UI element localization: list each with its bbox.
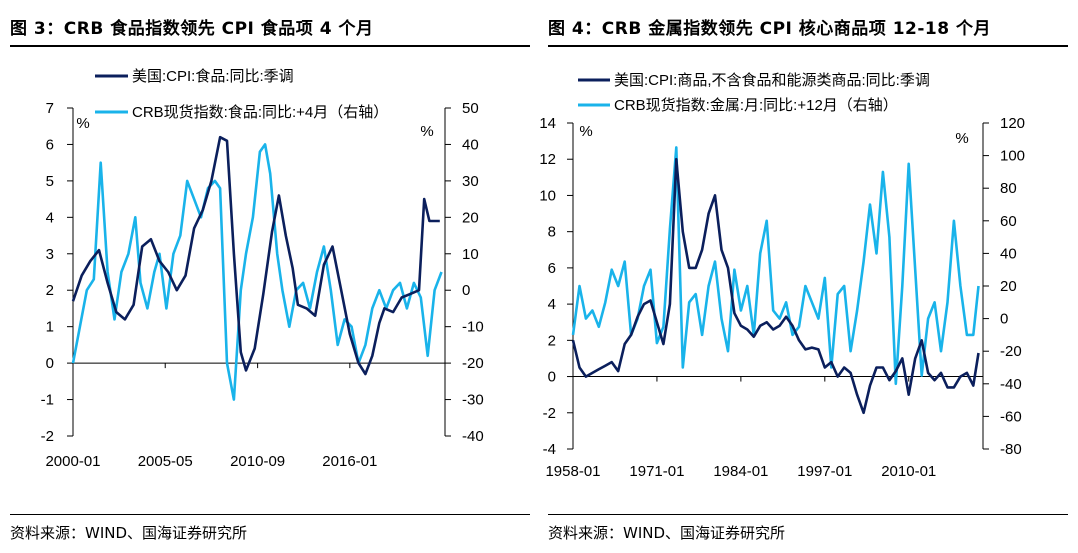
fig4-x-tick-label: 2010-01 [881, 463, 936, 480]
fig3-series-cpi-line [71, 135, 440, 376]
fig3-x-tick-label: 2000-01 [45, 453, 100, 470]
figure-3-source: 资料来源：WIND、国海证券研究所 [10, 524, 248, 542]
figure-4-source: 资料来源：WIND、国海证券研究所 [548, 524, 786, 542]
fig3-legend-label-0: 美国:CPI:食品:同比:季调 [132, 68, 294, 85]
fig4-left-tick-label: 14 [539, 115, 556, 132]
fig3-right-tick-label: -20 [462, 355, 484, 372]
fig4-right-tick-label: -80 [1000, 441, 1022, 458]
fig4-left-tick-label: -2 [543, 405, 556, 422]
fig4-x-tick-label: 1984-01 [713, 463, 768, 480]
fig3-left-tick-label: 7 [46, 100, 54, 117]
fig4-x-tick-label: 1971-01 [629, 463, 684, 480]
fig3-x-tick-label: 2010-09 [230, 453, 285, 470]
fig4-left-tick-label: 12 [539, 151, 556, 168]
fig4-legend-label-0: 美国:CPI:商品,不含食品和能源类商品:同比:季调 [614, 72, 930, 89]
figure-4-source-rule [548, 514, 1068, 515]
fig4-right-tick-label: -40 [1000, 376, 1022, 393]
figure-3-title-rule [10, 45, 530, 47]
fig4-left-unit: % [579, 123, 592, 140]
fig3-right-tick-label: 20 [462, 209, 479, 226]
fig4-right-tick-label: -20 [1000, 343, 1022, 360]
fig4-series-crb-line [571, 146, 980, 386]
fig3-x-tick-label: 2016-01 [322, 453, 377, 470]
fig3-left-tick-label: -2 [41, 428, 54, 445]
fig3-left-tick-label: 5 [46, 173, 54, 190]
fig4-left-tick-label: 0 [548, 369, 556, 386]
fig4-right-tick-label: 40 [1000, 245, 1017, 262]
figure-3-title: 图 3：CRB 食品指数领先 CPI 食品项 4 个月 [10, 19, 374, 39]
fig4-left-tick-label: 2 [548, 332, 556, 349]
fig4-left-tick-label: 8 [548, 224, 556, 241]
figure-4-title-rule [548, 45, 1068, 47]
fig4-right-tick-label: 0 [1000, 311, 1008, 328]
fig3-left-tick-label: -1 [41, 392, 54, 409]
fig4-right-tick-label: 120 [1000, 115, 1025, 132]
fig3-right-tick-label: -30 [462, 392, 484, 409]
fig3-series-crb-line [71, 143, 443, 401]
fig4-left-tick-label: 10 [539, 187, 556, 204]
fig4-series-cpi-line [571, 157, 980, 415]
fig3-left-tick-label: 2 [46, 282, 54, 299]
fig4-x-tick-label: 1958-01 [545, 463, 600, 480]
fig3-right-tick-label: 10 [462, 246, 479, 263]
fig4-left-tick-label: 4 [548, 296, 556, 313]
fig3-left-tick-label: 4 [46, 209, 54, 226]
fig4-right-tick-label: 20 [1000, 278, 1017, 295]
fig3-left-tick-label: 3 [46, 246, 54, 263]
fig3-left-tick-label: 1 [46, 319, 54, 336]
fig3-right-unit: % [420, 123, 433, 140]
fig4-right-unit: % [955, 130, 968, 147]
fig4-right-tick-label: 100 [1000, 148, 1025, 165]
fig3-left-tick-label: 0 [46, 355, 54, 372]
fig3-legend-label-1: CRB现货指数:食品:同比:+4月（右轴） [132, 104, 388, 121]
fig4-right-tick-label: -60 [1000, 408, 1022, 425]
fig4-legend-label-1: CRB现货指数:金属:月:同比:+12月（右轴） [614, 97, 898, 114]
fig4-left-tick-label: -4 [543, 441, 556, 458]
fig3-right-tick-label: 0 [462, 282, 470, 299]
fig3-left-unit: % [76, 115, 89, 132]
fig4-x-tick-label: 1997-01 [797, 463, 852, 480]
fig3-x-tick-label: 2005-05 [138, 453, 193, 470]
fig4-left-tick-label: 6 [548, 260, 556, 277]
fig3-right-tick-label: -10 [462, 319, 484, 336]
figure-4-title: 图 4：CRB 金属指数领先 CPI 核心商品项 12-18 个月 [548, 19, 991, 39]
fig3-left-tick-label: 6 [46, 136, 54, 153]
fig4-right-tick-label: 80 [1000, 180, 1017, 197]
fig3-right-tick-label: -40 [462, 428, 484, 445]
fig4-right-tick-label: 60 [1000, 213, 1017, 230]
fig3-right-tick-label: 40 [462, 136, 479, 153]
figure-3-source-rule [10, 514, 530, 515]
fig3-right-tick-label: 50 [462, 100, 479, 117]
fig3-right-tick-label: 30 [462, 173, 479, 190]
